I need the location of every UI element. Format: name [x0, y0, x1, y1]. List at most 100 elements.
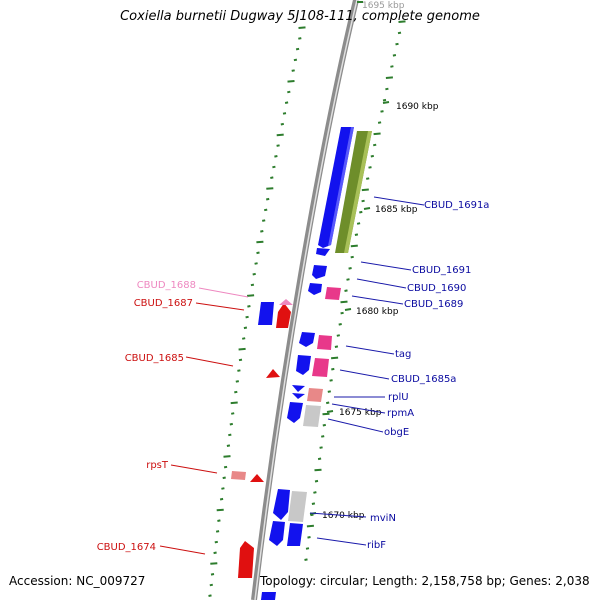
tick-mark — [234, 390, 238, 394]
gene-label-rplu[interactable]: rplU — [388, 392, 409, 403]
tick-mark — [346, 278, 350, 281]
tick-mark — [256, 240, 264, 244]
gene-tag[interactable] — [299, 332, 315, 347]
gene-cbud-1691[interactable] — [316, 248, 330, 256]
tick-mark — [340, 311, 344, 315]
gene-cbud-1685a[interactable] — [296, 355, 311, 375]
gene-label-cbud-1691[interactable]: CBUD_1691 — [412, 265, 471, 276]
tick-mark — [270, 176, 274, 179]
tick-mark — [243, 326, 248, 330]
tick-mark — [231, 412, 235, 415]
gene-cbud-1685[interactable] — [266, 369, 280, 378]
accession-text: Accession: NC_009727 — [9, 574, 146, 588]
gene-ribf[interactable] — [287, 523, 303, 546]
gene-label-rpma[interactable]: rpmA — [387, 408, 414, 419]
tick-mark — [266, 187, 274, 190]
gene-label-rpst[interactable]: rpsT — [146, 460, 169, 471]
tick-mark — [276, 133, 284, 137]
tick-mark — [322, 423, 326, 427]
tick-mark — [395, 42, 399, 46]
tick-mark — [295, 47, 300, 51]
gene-label-cbud-1690[interactable]: CBUD_1690 — [407, 283, 466, 294]
tick-mark — [210, 562, 218, 565]
tick-mark — [314, 479, 319, 483]
tick-mark — [256, 251, 260, 255]
gene-label-cbud-1691a[interactable]: CBUD_1691a — [424, 200, 489, 211]
tick-mark — [272, 165, 276, 169]
gene-label-tag[interactable]: tag — [395, 349, 411, 360]
tick-mark — [242, 337, 246, 340]
gene-label-cbud-1685[interactable]: CBUD_1685 — [125, 353, 184, 364]
gene-mvin[interactable] — [273, 489, 290, 520]
gene-cbud-1687-forward[interactable] — [258, 302, 274, 325]
tick-tracks — [208, 20, 406, 597]
rrna-feature-shade — [344, 131, 372, 253]
pseudo-mvin[interactable] — [288, 491, 307, 522]
gene-cbud-1689a[interactable] — [308, 283, 322, 295]
gene-cbud-1691a[interactable] — [318, 127, 354, 248]
gene-ribf-a[interactable] — [269, 521, 285, 546]
tick-mark — [340, 300, 348, 304]
gene-label-obge[interactable]: obgE — [384, 427, 409, 438]
gene-cbud-1687[interactable] — [276, 303, 291, 328]
gene-rplu[interactable] — [292, 385, 305, 392]
gene-label-cbud-1687[interactable]: CBUD_1687 — [134, 298, 193, 309]
kbp-label: 1680 kbp — [356, 307, 399, 317]
tick-mark — [307, 536, 311, 539]
genome-axis-highlight — [254, 0, 358, 601]
tick-mark — [370, 154, 374, 158]
tick-mark — [213, 551, 217, 555]
gene-label-cbud-1689[interactable]: CBUD_1689 — [404, 299, 463, 310]
tick-mark — [317, 457, 322, 461]
gene-rpst[interactable] — [250, 474, 264, 482]
tick-mark — [284, 101, 289, 104]
rna-cbud-1689[interactable] — [325, 287, 341, 300]
rna-tag[interactable] — [317, 335, 332, 350]
tick-mark — [356, 222, 361, 225]
tick-mark — [298, 37, 302, 40]
gene-rpma[interactable] — [292, 393, 305, 399]
gene-labels-reverse: CBUD_1688 CBUD_1687 CBUD_1685 rpsT CBUD_… — [97, 280, 196, 553]
tick-mark — [238, 358, 243, 362]
tick-mark — [252, 272, 256, 276]
tick-mark — [350, 244, 358, 248]
kbp-label: 1690 kbp — [396, 102, 439, 112]
rna-rpst[interactable] — [231, 471, 246, 480]
tick-mark — [344, 289, 348, 292]
genome-axis — [251, 0, 359, 601]
tick-mark — [291, 69, 295, 72]
tick-mark — [209, 583, 213, 587]
tick-mark — [310, 513, 314, 517]
tick-mark — [373, 143, 377, 147]
topology-text: Topology: circular; Length: 2,158,758 bp… — [260, 574, 590, 588]
gene-cbud-1674[interactable] — [238, 541, 254, 578]
rna-cbud-1688[interactable] — [279, 299, 293, 305]
tick-mark — [254, 262, 258, 265]
tick-mark — [215, 530, 220, 533]
gene-label-mvin[interactable]: mviN — [370, 513, 396, 524]
tick-mark — [361, 199, 365, 203]
page-title: Coxiella burnetii Dugway 5J108-111, comp… — [120, 9, 480, 24]
tick-mark — [305, 547, 310, 550]
tick-mark — [208, 594, 212, 597]
tick-mark — [397, 31, 402, 35]
pseudo-obge[interactable] — [303, 405, 321, 427]
tick-mark — [276, 144, 280, 147]
tick-mark — [385, 87, 389, 91]
gene-label-cbud-1685a[interactable]: CBUD_1685a — [391, 374, 456, 385]
tick-mark — [264, 208, 268, 212]
tick-mark — [313, 491, 317, 494]
tick-mark — [266, 197, 270, 201]
gene-label-cbud-1674[interactable]: CBUD_1674 — [97, 542, 156, 553]
tick-mark — [247, 305, 251, 308]
gene-label-cbud-1688[interactable]: CBUD_1688 — [137, 280, 196, 291]
rna-cbud-1685a[interactable] — [312, 358, 329, 377]
gene-label-ribf[interactable]: ribF — [367, 540, 386, 551]
rna-rplu[interactable] — [307, 388, 323, 402]
tick-mark — [219, 497, 224, 501]
tick-mark — [274, 155, 278, 158]
gene-bottom-partial[interactable] — [261, 592, 276, 600]
gene-obge[interactable] — [287, 402, 303, 423]
gene-cbud-1690[interactable] — [312, 265, 327, 279]
